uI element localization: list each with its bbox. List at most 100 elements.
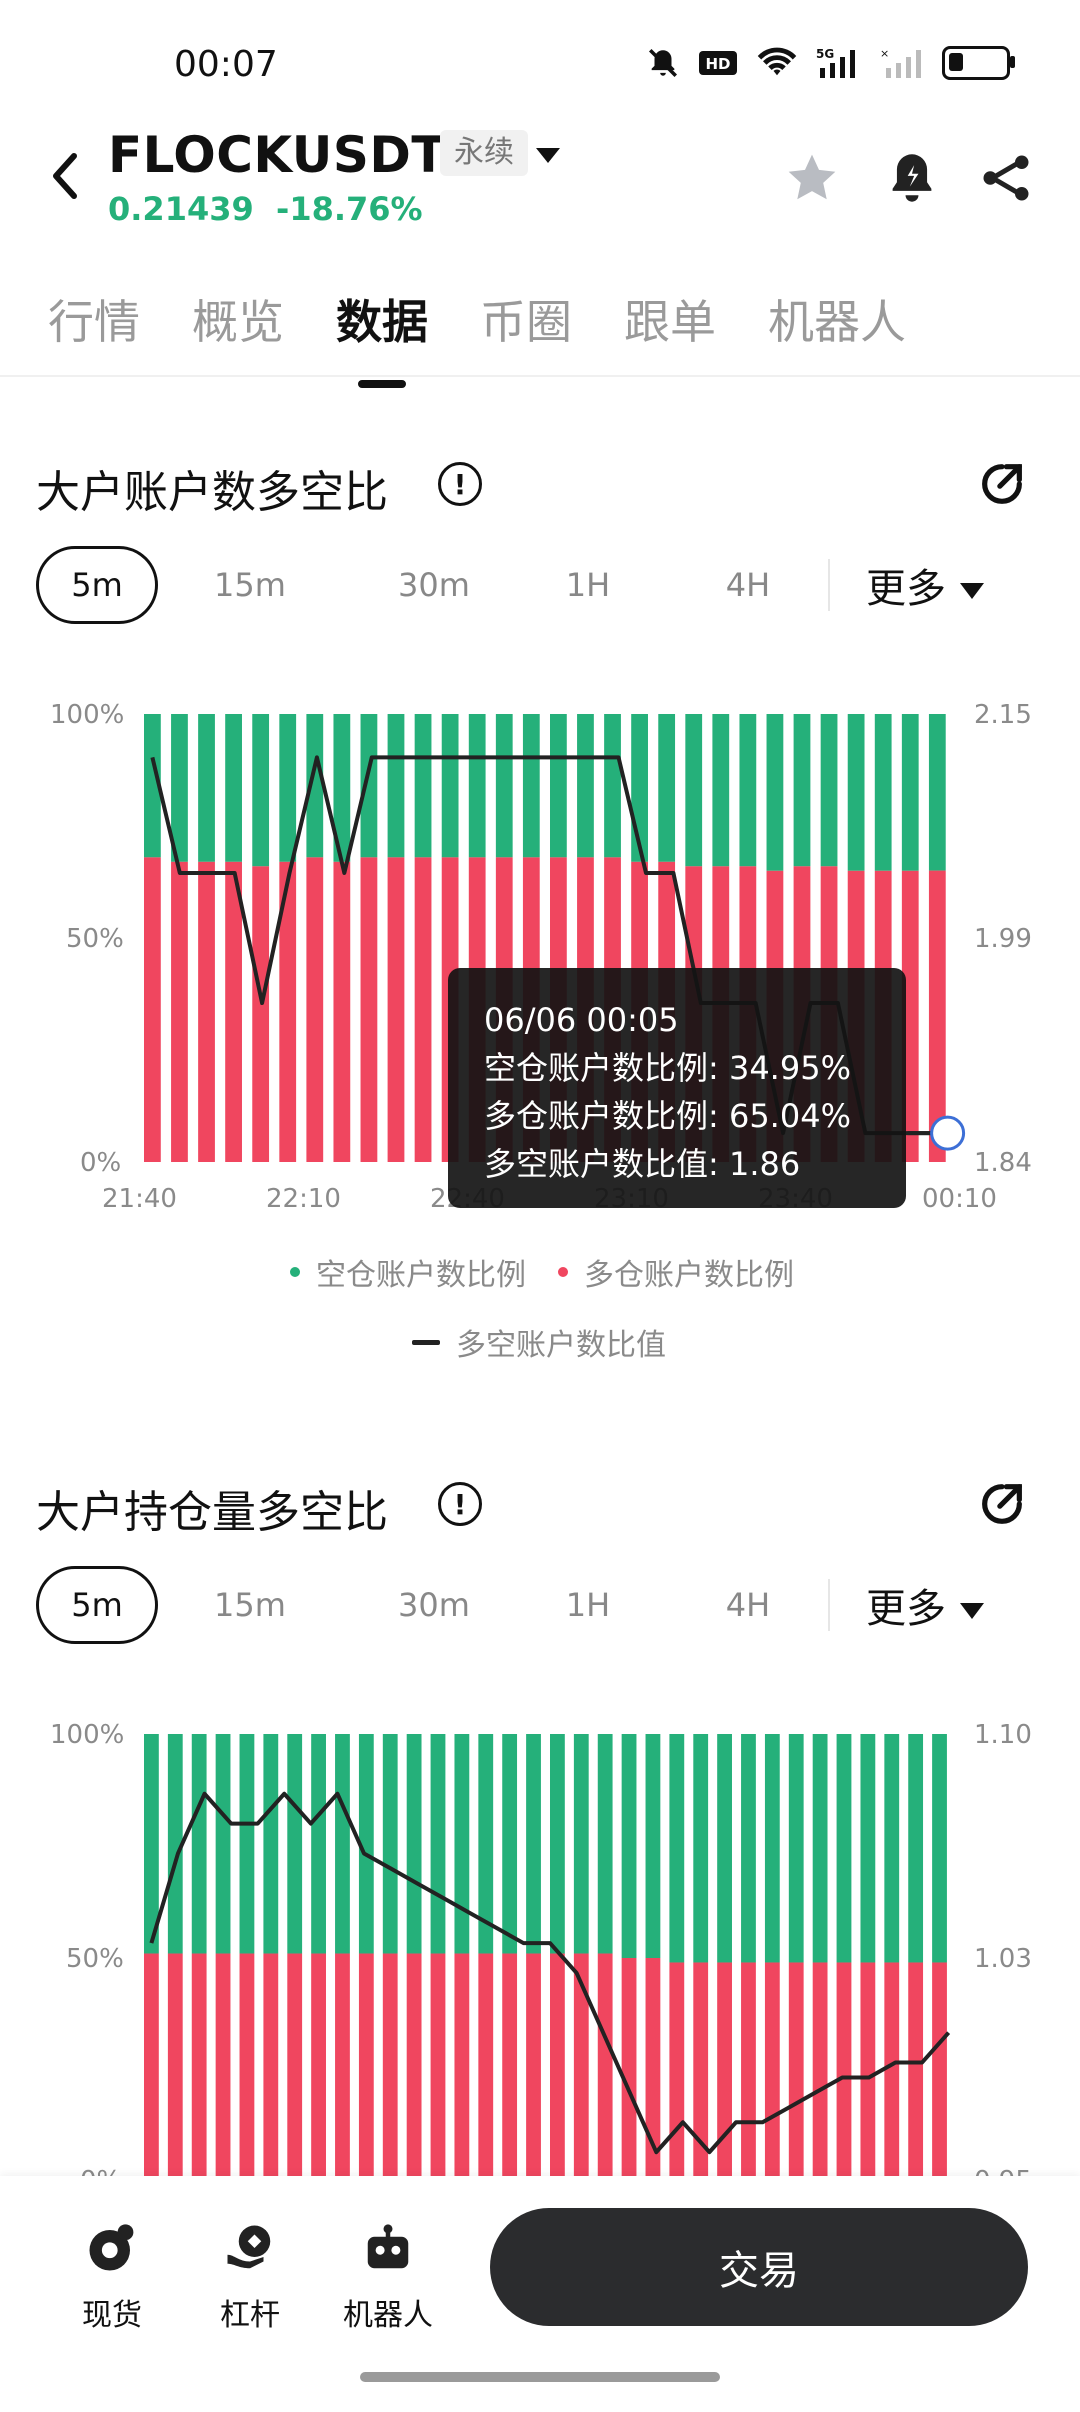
- contract-type-badge[interactable]: 永续: [440, 130, 528, 176]
- long-bar: [932, 1962, 947, 2182]
- range-4h[interactable]: 4H: [725, 566, 771, 604]
- short-bar: [874, 714, 892, 871]
- tab-community[interactable]: 币圈: [480, 295, 572, 349]
- alert-bell-icon[interactable]: [884, 150, 940, 206]
- long-bar: [167, 1953, 183, 2182]
- long-bar: [901, 870, 919, 1162]
- short-bar: [287, 1734, 303, 1954]
- section1-title: 大户账户数多空比: [36, 467, 388, 518]
- crosshair-point: [930, 1115, 966, 1151]
- expand-external-icon[interactable]: [976, 1478, 1028, 1530]
- margin-icon: [227, 2225, 271, 2269]
- more-label: 更多: [866, 1586, 946, 1632]
- left-axis-label: 50%: [66, 1944, 124, 1974]
- long-bar: [225, 861, 242, 1162]
- short-bar: [306, 714, 324, 858]
- long-bar: [360, 857, 378, 1162]
- short-bar: [279, 714, 297, 862]
- short-bar: [358, 1734, 374, 1954]
- short-bar: [191, 1734, 207, 1954]
- info-icon[interactable]: !: [438, 1482, 482, 1526]
- back-icon[interactable]: [46, 146, 86, 206]
- long-bar: [414, 857, 432, 1162]
- right-axis-label: 1.99: [974, 924, 1032, 954]
- range-15m[interactable]: 15m: [214, 566, 286, 604]
- share-icon[interactable]: [978, 150, 1034, 206]
- long-bar: [741, 1962, 756, 2182]
- svg-text:×: ×: [880, 47, 889, 60]
- more-ranges-button[interactable]: 更多: [866, 556, 984, 614]
- section2-chart[interactable]: [0, 0, 1080, 2200]
- info-icon[interactable]: !: [438, 462, 482, 506]
- spot-icon: [89, 2224, 134, 2271]
- short-bar: [812, 1734, 828, 1963]
- nav-bots-label: 机器人: [343, 2298, 433, 2333]
- more-ranges-button[interactable]: 更多: [866, 1576, 984, 1634]
- range-4h[interactable]: 4H: [725, 1586, 771, 1624]
- nav-margin-label: 杠杆: [220, 2298, 280, 2333]
- long-bar: [526, 1953, 541, 2182]
- short-bar: [239, 1734, 255, 1954]
- short-bar: [454, 1734, 470, 1954]
- short-bar: [144, 1734, 159, 1954]
- legend-red-dot: [558, 1267, 568, 1277]
- trade-button[interactable]: 交易: [490, 2208, 1028, 2326]
- price-change: 0.21439 -18.76%: [108, 190, 423, 228]
- short-bar: [884, 1734, 900, 1963]
- caret-down-icon[interactable]: [536, 148, 560, 163]
- nav-spot-label: 现货: [82, 2298, 142, 2333]
- range-15m[interactable]: 15m: [214, 1586, 286, 1624]
- range-1h[interactable]: 1H: [565, 1586, 611, 1624]
- short-bar: [550, 1734, 565, 1954]
- range-30m[interactable]: 30m: [398, 566, 470, 604]
- long-bar: [387, 857, 405, 1162]
- symbol-title[interactable]: FLOCKUSDT: [108, 126, 447, 184]
- short-bar: [263, 1734, 279, 1954]
- section1-chart[interactable]: [0, 0, 1080, 1250]
- range-5m[interactable]: 5m: [36, 546, 158, 624]
- short-bar: [717, 1734, 732, 1963]
- short-bar: [932, 1734, 947, 1963]
- short-bar: [693, 1734, 709, 1963]
- left-axis-label: 50%: [66, 924, 124, 954]
- tooltip-short-ratio: 空仓账户数比例: 34.95%: [484, 1049, 851, 1087]
- expand-external-icon[interactable]: [976, 458, 1028, 510]
- long-bar: [430, 1953, 446, 2182]
- nav-margin[interactable]: 杠杆: [200, 2218, 300, 2334]
- tab-data[interactable]: 数据: [336, 286, 428, 352]
- long-bar: [454, 1953, 470, 2182]
- home-indicator[interactable]: [360, 2372, 720, 2382]
- tab-copy-trading[interactable]: 跟单: [624, 295, 716, 349]
- short-bar: [167, 1734, 183, 1954]
- range-5m[interactable]: 5m: [36, 1566, 158, 1644]
- range-1h[interactable]: 1H: [565, 566, 611, 604]
- short-bar: [928, 714, 946, 871]
- nav-bots[interactable]: 机器人: [338, 2218, 438, 2334]
- long-bar: [191, 1953, 207, 2182]
- long-bar: [812, 1962, 828, 2182]
- short-bar: [860, 1734, 876, 1963]
- signal-5g-icon: 5G: [816, 47, 855, 78]
- short-bar: [739, 714, 757, 867]
- short-bar: [847, 714, 865, 871]
- long-bar: [550, 1953, 565, 2182]
- range-30m[interactable]: 30m: [398, 1586, 470, 1624]
- short-bar: [741, 1734, 756, 1963]
- right-axis-label: 2.15: [974, 700, 1032, 730]
- short-bar: [645, 1734, 661, 1958]
- tab-market[interactable]: 行情: [48, 295, 140, 349]
- tab-overview[interactable]: 概览: [192, 295, 284, 349]
- right-axis-label: 1.10: [974, 1720, 1032, 1750]
- long-bar: [478, 1953, 494, 2182]
- long-bar: [279, 861, 297, 1162]
- range-separator: [828, 559, 830, 611]
- short-bar: [685, 714, 703, 867]
- tab-bots[interactable]: 机器人: [768, 295, 906, 349]
- long-bar: [144, 857, 161, 1162]
- svg-text:HD: HD: [705, 55, 730, 73]
- favorite-star-icon[interactable]: [784, 150, 840, 206]
- short-bar: [478, 1734, 494, 1954]
- short-bar: [502, 1734, 518, 1954]
- nav-spot[interactable]: 现货: [62, 2218, 162, 2334]
- long-bar: [928, 870, 946, 1162]
